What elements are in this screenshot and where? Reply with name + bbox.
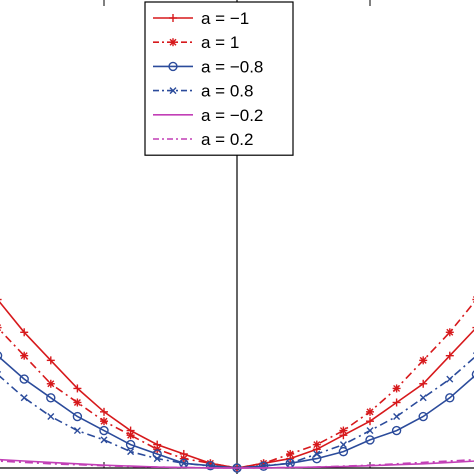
marker-x xyxy=(339,441,347,449)
legend-label: a = 0.8 xyxy=(201,82,253,101)
marker-x xyxy=(153,455,161,463)
marker-plus xyxy=(419,379,428,388)
legend-label: a = 0.2 xyxy=(201,130,253,149)
legend-entry: a = 0.8 xyxy=(153,82,253,101)
marker-star xyxy=(73,398,82,407)
marker-circle xyxy=(365,435,375,445)
marker-star xyxy=(286,449,295,458)
marker-star xyxy=(392,384,401,393)
marker-circle xyxy=(471,370,474,379)
marker-plus xyxy=(20,328,29,337)
series-4 xyxy=(0,458,474,469)
legend-entry: a = 0.2 xyxy=(153,130,253,149)
legend-label: a = −0.8 xyxy=(201,57,263,76)
marker-x xyxy=(366,427,374,435)
marker-x xyxy=(100,436,108,444)
marker-star xyxy=(169,38,177,47)
marker-plus xyxy=(169,14,177,22)
marker-x xyxy=(169,87,177,95)
marker-circle xyxy=(125,439,136,450)
marker-circle xyxy=(418,411,428,422)
marker-x xyxy=(419,394,427,402)
series-line xyxy=(0,356,474,469)
legend-box xyxy=(144,1,294,156)
marker-circle xyxy=(445,393,455,403)
marker-plus xyxy=(46,356,55,365)
legend-entry: a = −0.8 xyxy=(153,57,263,76)
legend-entry: a = −1 xyxy=(153,9,249,28)
marker-plus xyxy=(73,384,82,393)
legend-entry: a = −0.2 xyxy=(153,106,263,125)
marker-star xyxy=(419,356,428,365)
marker-plus xyxy=(445,351,454,360)
marker-x xyxy=(20,394,28,402)
marker-circle xyxy=(0,351,3,360)
marker-circle xyxy=(99,425,109,436)
legend-label: a = −1 xyxy=(201,9,249,28)
marker-star xyxy=(46,379,55,388)
marker-star xyxy=(126,431,135,440)
marker-star xyxy=(20,351,29,360)
marker-x xyxy=(73,427,81,435)
marker-x xyxy=(446,375,454,383)
legend-entry: a = 1 xyxy=(153,33,239,52)
marker-circle xyxy=(391,425,402,436)
legend-label: a = −0.2 xyxy=(201,106,263,125)
marker-plus xyxy=(0,298,2,301)
marker-star xyxy=(0,324,2,332)
marker-plus xyxy=(366,417,374,426)
marker-circle xyxy=(46,393,56,403)
marker-star xyxy=(366,407,374,416)
marker-plus xyxy=(100,407,108,416)
marker-x xyxy=(180,459,188,467)
marker-star xyxy=(100,417,108,426)
marker-circle xyxy=(338,446,349,457)
marker-plus xyxy=(392,398,401,407)
marker-x xyxy=(127,448,135,456)
marker-x xyxy=(286,459,294,467)
marker-star xyxy=(445,328,454,337)
marker-star xyxy=(339,426,348,435)
series-3 xyxy=(0,352,474,472)
marker-x xyxy=(393,413,401,421)
marker-x xyxy=(313,450,321,458)
marker-circle xyxy=(72,411,83,422)
marker-x xyxy=(47,413,55,421)
marker-star xyxy=(312,440,321,449)
marker-circle xyxy=(19,374,29,384)
marker-circle xyxy=(168,61,178,72)
marker-x xyxy=(0,370,2,378)
legend-label: a = 1 xyxy=(201,33,239,52)
series-line xyxy=(0,458,474,469)
